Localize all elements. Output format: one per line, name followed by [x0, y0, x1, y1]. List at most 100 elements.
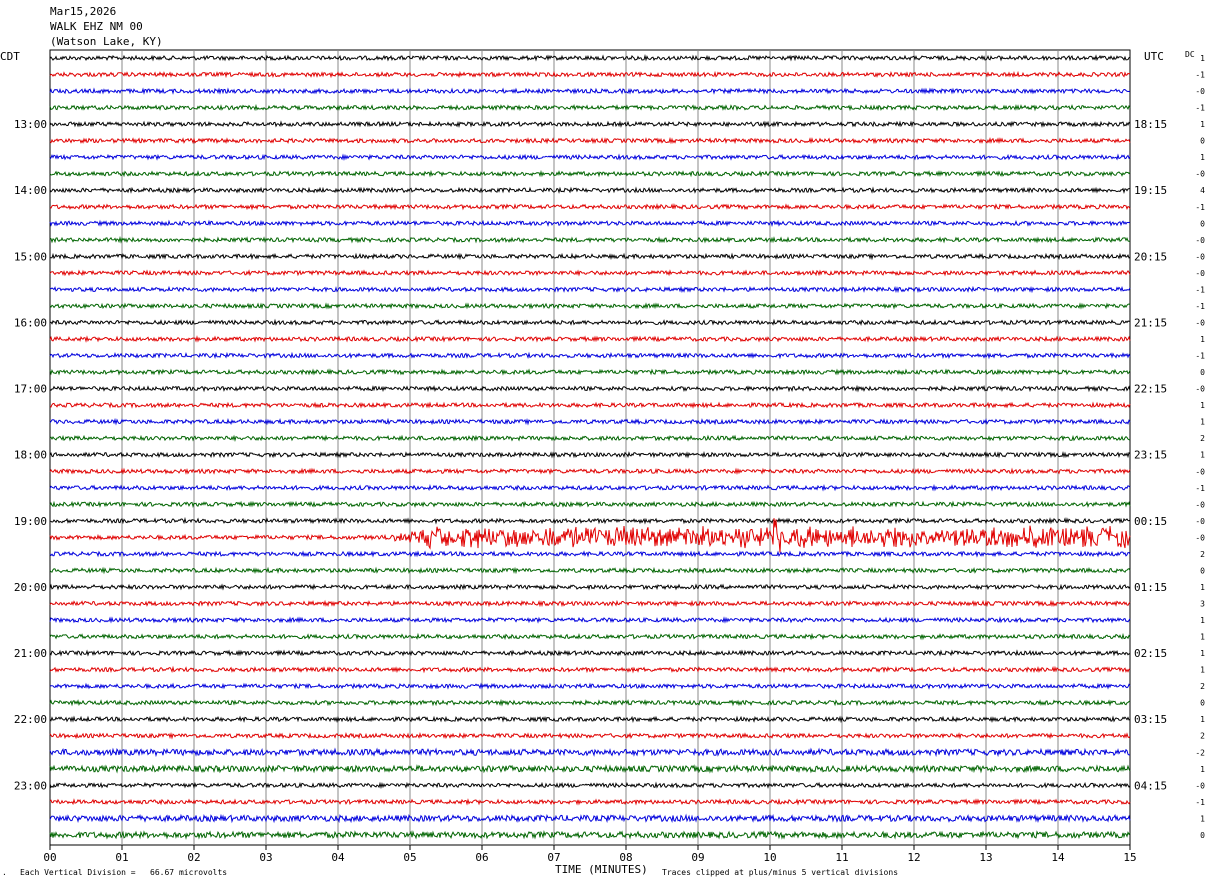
seismic-trace: [49, 384, 1131, 393]
seismic-trace: [49, 335, 1131, 343]
dc-offset-label: 0: [1200, 566, 1205, 575]
dc-offset-label: 0: [1200, 219, 1205, 228]
dc-offset-label: 1: [1200, 401, 1205, 410]
seismic-trace: [49, 682, 1131, 690]
seismic-trace: [49, 649, 1131, 657]
dc-offset-label: 2: [1200, 434, 1205, 443]
dc-offset-label: 1: [1200, 54, 1205, 63]
seismic-trace: [49, 550, 1131, 558]
seismic-trace: [49, 87, 1131, 95]
dc-offset-label: 1: [1200, 649, 1205, 658]
dc-offset-label: -1: [1195, 71, 1205, 80]
dc-offset-label: -1: [1195, 285, 1205, 294]
dc-offset-label: 1: [1200, 335, 1205, 344]
x-axis-label: TIME (MINUTES): [555, 863, 648, 876]
seismic-trace: [49, 417, 1131, 426]
scale-note: Each Vertical Division = 66.67 microvolt…: [20, 868, 228, 877]
dc-offset-label: -1: [1195, 484, 1205, 493]
hour-label-right: 21:15: [1134, 316, 1167, 329]
dc-offset-label: -0: [1195, 781, 1205, 790]
seismic-trace: [49, 153, 1131, 161]
seismic-trace: [49, 269, 1131, 277]
seismic-trace: [49, 318, 1131, 327]
x-tick-label: 11: [835, 851, 848, 864]
x-tick-label: 09: [691, 851, 704, 864]
x-tick-label: 04: [331, 851, 345, 864]
dc-offset-label: 0: [1200, 831, 1205, 840]
hour-label-left: 17:00: [14, 383, 47, 396]
dc-offset-label: -0: [1195, 269, 1205, 278]
x-tick-label: 06: [475, 851, 488, 864]
dc-header-label: DC: [1185, 50, 1195, 59]
seismic-trace: [49, 451, 1131, 459]
dc-offset-label: 2: [1200, 732, 1205, 741]
seismic-trace: [49, 169, 1131, 178]
seismic-trace: [49, 763, 1131, 774]
dc-offset-label: -1: [1195, 104, 1205, 113]
hour-label-right: 02:15: [1134, 647, 1167, 660]
left-timezone-label: CDT: [0, 50, 20, 63]
plot-frame: [49, 49, 1131, 846]
seismic-trace: [49, 518, 1131, 553]
dc-offset-label: -1: [1195, 352, 1205, 361]
seismic-trace: [49, 781, 1131, 790]
x-tick-label: 10: [763, 851, 776, 864]
dc-offset-label: 4: [1200, 186, 1205, 195]
dc-offset-label: -1: [1195, 302, 1205, 311]
seismic-trace: [49, 252, 1131, 261]
dc-offset-label: 1: [1200, 451, 1205, 460]
dc-offset-label: 2: [1200, 682, 1205, 691]
dc-offset-label: -1: [1195, 203, 1205, 212]
right-timezone-label: UTC: [1144, 50, 1164, 63]
station-location: (Watson Lake, KY): [50, 35, 163, 48]
seismic-trace: [49, 467, 1131, 475]
hour-label-left: 21:00: [14, 647, 47, 660]
seismic-trace: [49, 566, 1131, 575]
dc-offset-label: 1: [1200, 418, 1205, 427]
hour-label-left: 16:00: [14, 316, 47, 329]
dc-offset-label: 1: [1200, 633, 1205, 642]
hour-label-right: 01:15: [1134, 581, 1167, 594]
dc-offset-label: 2: [1200, 550, 1205, 559]
seismic-trace: [49, 665, 1131, 674]
seismic-trace: [49, 368, 1131, 376]
seismic-trace: [49, 70, 1131, 79]
seismic-trace: [49, 500, 1131, 508]
seismic-trace: [49, 616, 1131, 624]
hour-label-left: 20:00: [14, 581, 47, 594]
hour-label-right: 00:15: [1134, 515, 1167, 528]
hour-label-left: 14:00: [14, 184, 47, 197]
seismic-trace: [49, 103, 1131, 112]
seismic-trace: [49, 798, 1131, 806]
dc-offset-label: -0: [1195, 385, 1205, 394]
dc-offset-label: 1: [1200, 120, 1205, 129]
hour-label-left: 15:00: [14, 250, 47, 263]
seismic-trace: [49, 202, 1131, 211]
seismic-trace: [49, 830, 1131, 840]
seismic-trace: [49, 401, 1131, 409]
seismic-trace: [49, 583, 1131, 591]
seismic-trace: [49, 302, 1131, 310]
seismic-trace: [49, 632, 1131, 641]
dc-offset-label: -0: [1195, 318, 1205, 327]
x-tick-label: 02: [187, 851, 200, 864]
dc-offset-label: 1: [1200, 616, 1205, 625]
hour-label-right: 19:15: [1134, 184, 1167, 197]
seismic-trace: [49, 715, 1131, 724]
hour-label-left: 19:00: [14, 515, 47, 528]
dc-offset-label: -1: [1195, 798, 1205, 807]
hour-label-left: 22:00: [14, 713, 47, 726]
seismic-trace: [49, 732, 1131, 740]
dc-offset-label: -0: [1195, 87, 1205, 96]
seismic-trace: [49, 434, 1131, 442]
dc-offset-label: 1: [1200, 765, 1205, 774]
x-tick-label: 13: [979, 851, 992, 864]
hour-label-left: 23:00: [14, 779, 47, 792]
dc-offset-label: 1: [1200, 814, 1205, 823]
hour-label-right: 03:15: [1134, 713, 1167, 726]
dc-offset-label: 1: [1200, 583, 1205, 592]
dc-offset-label: 3: [1200, 599, 1205, 608]
dc-offset-label: -0: [1195, 533, 1205, 542]
x-tick-label: 00: [43, 851, 56, 864]
x-tick-label: 01: [115, 851, 128, 864]
